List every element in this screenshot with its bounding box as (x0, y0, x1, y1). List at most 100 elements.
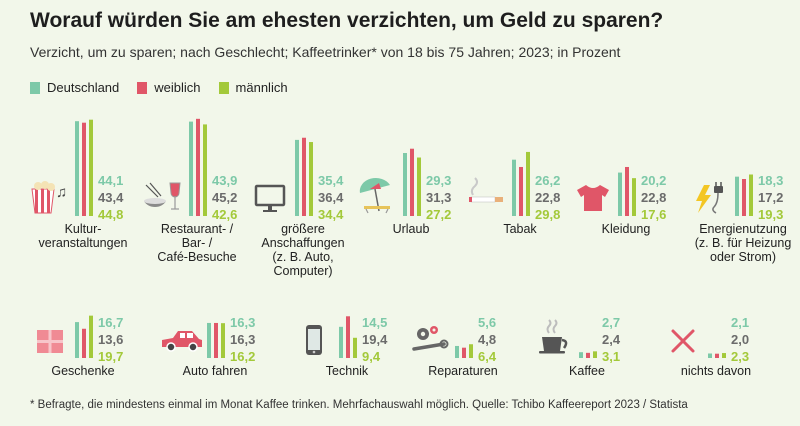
bar-deutschland (579, 352, 583, 358)
value-label: 20,2 (641, 173, 666, 188)
value-label: 4,8 (478, 332, 496, 347)
bowl-wine-icon (144, 182, 181, 210)
category-label: (z. B. für Heizung (695, 236, 792, 250)
bar-deutschland (708, 353, 712, 358)
category-label: nichts davon (681, 364, 751, 378)
bar-maennlich (632, 178, 636, 216)
bar-weiblich (302, 137, 306, 216)
value-label: 16,7 (98, 315, 123, 330)
tshirt-icon (577, 185, 609, 211)
smartphone-icon (306, 325, 322, 355)
category-label: Anschaffungen (261, 236, 344, 250)
bar-maennlich (417, 157, 421, 216)
coffee-cup-icon (539, 319, 568, 354)
bar-deutschland (512, 159, 516, 216)
svg-text:♫: ♫ (56, 184, 67, 201)
legend-swatch-deutschland (30, 81, 40, 94)
car-icon (162, 331, 202, 352)
bar-maennlich (353, 337, 357, 358)
bar-weiblich (196, 118, 200, 216)
category-label: Tabak (503, 222, 537, 236)
category-label: Computer) (273, 264, 332, 278)
value-label: 44,1 (98, 173, 123, 188)
value-label: 16,2 (230, 349, 255, 364)
value-label: 3,1 (602, 349, 620, 364)
bar-maennlich (469, 344, 473, 358)
value-label: 27,2 (426, 207, 451, 222)
value-label: 35,4 (318, 173, 344, 188)
category-label: Reparaturen (428, 364, 498, 378)
value-label: 2,3 (731, 349, 749, 364)
value-label: 44,8 (98, 207, 123, 222)
chart-subtitle: Verzicht, um zu sparen; nach Geschlecht;… (30, 44, 621, 60)
category-label: Kaffee (569, 364, 605, 378)
bar-weiblich (586, 352, 590, 358)
monitor-icon (254, 184, 286, 212)
bar-weiblich (82, 122, 86, 216)
value-label: 5,6 (478, 315, 496, 330)
value-label: 29,3 (426, 173, 451, 188)
legend-swatch-weiblich (137, 81, 148, 94)
category-label: (z. B. Auto, (272, 250, 333, 264)
category-group: 44,1 43,4 44,8 ♫ Kultur-veranstaltungen (31, 119, 128, 250)
value-label: 36,4 (318, 190, 344, 205)
category-label: oder Strom) (710, 250, 776, 264)
chart-title: Worauf würden Sie am ehesten verzichten,… (30, 9, 664, 32)
bar-weiblich (462, 347, 466, 358)
bar-deutschland (207, 322, 211, 358)
bar-weiblich (742, 179, 746, 216)
value-label: 42,6 (212, 207, 237, 222)
value-label: 43,4 (98, 190, 124, 205)
bar-weiblich (625, 166, 629, 216)
bar-weiblich (214, 322, 218, 358)
bar-maennlich (203, 124, 207, 216)
cigarette-icon (469, 177, 503, 203)
category-label: Kleidung (602, 222, 651, 236)
bar-weiblich (519, 166, 523, 216)
legend-label-deutschland: Deutschland (47, 80, 120, 95)
legend-item-weiblich: weiblich (137, 80, 201, 95)
bar-deutschland (735, 176, 739, 216)
value-label: 29,8 (535, 207, 560, 222)
value-label: 16,3 (230, 315, 255, 330)
bar-maennlich (749, 174, 753, 216)
legend-label-weiblich: weiblich (154, 80, 201, 95)
energy-plug-icon (696, 182, 723, 214)
bar-weiblich (715, 353, 719, 358)
popcorn-music-icon: ♫ (31, 181, 67, 214)
bar-deutschland (339, 326, 343, 358)
value-label: 22,8 (641, 190, 666, 205)
bar-maennlich (309, 142, 313, 216)
value-label: 2,0 (731, 332, 749, 347)
bar-maennlich (526, 151, 530, 216)
category-label: Kultur- (65, 222, 102, 236)
value-label: 6,4 (478, 349, 497, 364)
value-label: 17,6 (641, 207, 666, 222)
value-label: 19,3 (758, 207, 783, 222)
category-label: Café-Besuche (157, 250, 236, 264)
bar-maennlich (89, 315, 93, 358)
value-label: 45,2 (212, 190, 237, 205)
bar-weiblich (82, 328, 86, 358)
value-label: 19,4 (362, 332, 388, 347)
footnote: * Befragte, die mindestens einmal im Mon… (30, 399, 688, 411)
bar-deutschland (189, 121, 193, 216)
legend-swatch-maennlich (218, 81, 229, 94)
category-label: Urlaub (393, 222, 430, 236)
bar-deutschland (75, 322, 79, 358)
value-label: 13,6 (98, 332, 123, 347)
bar-deutschland (75, 121, 79, 216)
value-label: 2,4 (602, 332, 621, 347)
value-label: 2,1 (731, 315, 749, 330)
beach-umbrella-icon (359, 178, 390, 214)
gears-wrench-icon (412, 326, 449, 351)
